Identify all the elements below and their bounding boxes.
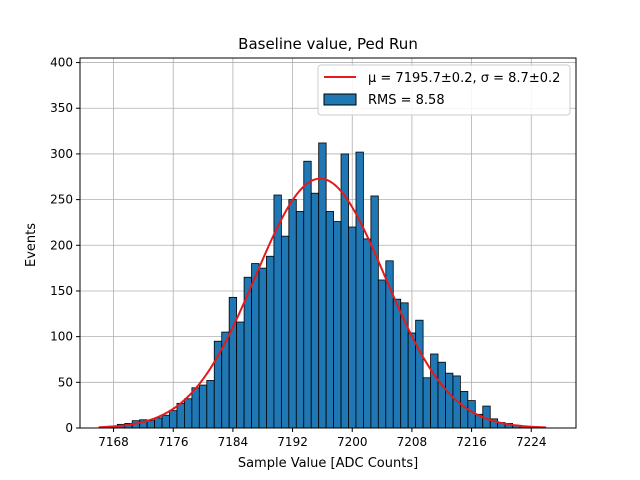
y-axis-ticks: 0 50 100 150 200 250 300 350 400 bbox=[50, 56, 80, 435]
x-tick-label: 7184 bbox=[218, 435, 249, 449]
x-tick-label: 7176 bbox=[158, 435, 189, 449]
histogram-bar bbox=[236, 321, 245, 429]
histogram-bar bbox=[363, 238, 372, 429]
y-tick-label: 100 bbox=[50, 330, 73, 344]
y-axis-label: Events bbox=[24, 223, 39, 267]
histogram-bar bbox=[198, 384, 208, 429]
y-tick-label: 0 bbox=[65, 421, 73, 435]
y-tick-label: 150 bbox=[50, 284, 73, 298]
gaussian-fit-curve bbox=[98, 177, 547, 429]
histogram-bar bbox=[280, 235, 290, 429]
x-tick-label: 7168 bbox=[98, 435, 129, 449]
chart-title: Baseline value, Ped Run bbox=[238, 35, 418, 53]
histogram-bar bbox=[407, 332, 417, 429]
histogram-bar bbox=[191, 387, 200, 429]
histogram-bar bbox=[437, 361, 446, 429]
x-tick-label: 7208 bbox=[397, 435, 428, 449]
y-tick-label: 350 bbox=[50, 101, 73, 115]
histogram-bar bbox=[266, 255, 275, 429]
histogram-bars bbox=[101, 142, 536, 429]
legend-box bbox=[317, 64, 571, 116]
histogram-bar bbox=[295, 211, 305, 429]
legend-histogram-label: RMS = 8.58 bbox=[368, 93, 445, 108]
x-axis-label: Sample Value [ADC Counts] bbox=[238, 456, 418, 471]
histogram-bar bbox=[184, 398, 193, 429]
histogram-bar bbox=[370, 195, 379, 429]
histogram-bar bbox=[288, 199, 297, 429]
histogram-bar bbox=[415, 319, 424, 429]
axes-frame bbox=[79, 57, 577, 429]
histogram-bar bbox=[206, 380, 215, 429]
y-tick-label: 300 bbox=[50, 147, 73, 161]
x-gridlines bbox=[113, 58, 532, 428]
histogram-bar bbox=[348, 226, 357, 429]
x-tick-label: 7216 bbox=[456, 435, 487, 449]
y-tick-label: 50 bbox=[58, 375, 73, 389]
histogram-bar bbox=[258, 267, 267, 429]
histogram-bar bbox=[318, 142, 327, 429]
histogram-bar bbox=[251, 263, 260, 429]
histogram-bar bbox=[325, 211, 334, 429]
x-tick-label: 7200 bbox=[337, 435, 368, 449]
x-tick-label: 7192 bbox=[277, 435, 308, 449]
legend: μ = 7195.7±0.2, σ = 8.7±0.2 RMS = 8.58 bbox=[317, 64, 571, 116]
x-axis-ticks: 7168 7176 7184 7192 7200 7208 7216 7224 bbox=[98, 428, 547, 449]
histogram-bar bbox=[169, 410, 178, 429]
histogram-bar bbox=[430, 353, 439, 429]
y-tick-label: 200 bbox=[50, 238, 73, 252]
histogram-bar bbox=[377, 279, 387, 429]
histogram-bar bbox=[154, 417, 163, 429]
legend-fit-label: μ = 7195.7±0.2, σ = 8.7±0.2 bbox=[368, 71, 560, 86]
histogram-bar bbox=[303, 160, 312, 429]
histogram-bar bbox=[333, 221, 342, 429]
y-tick-label: 400 bbox=[50, 56, 73, 70]
histogram-bar bbox=[445, 372, 454, 429]
histogram-bar bbox=[355, 151, 364, 429]
histogram-bar bbox=[228, 296, 238, 429]
histogram-bar bbox=[176, 402, 185, 429]
histogram-bar bbox=[422, 377, 431, 429]
y-tick-label: 250 bbox=[50, 193, 73, 207]
x-tick-label: 7224 bbox=[516, 435, 547, 449]
histogram-bar bbox=[161, 414, 170, 429]
histogram-bar bbox=[392, 298, 402, 429]
histogram-bar bbox=[467, 400, 476, 429]
legend-histogram-swatch bbox=[323, 93, 357, 106]
histogram-bar bbox=[146, 420, 155, 429]
histogram-bar bbox=[310, 192, 320, 429]
